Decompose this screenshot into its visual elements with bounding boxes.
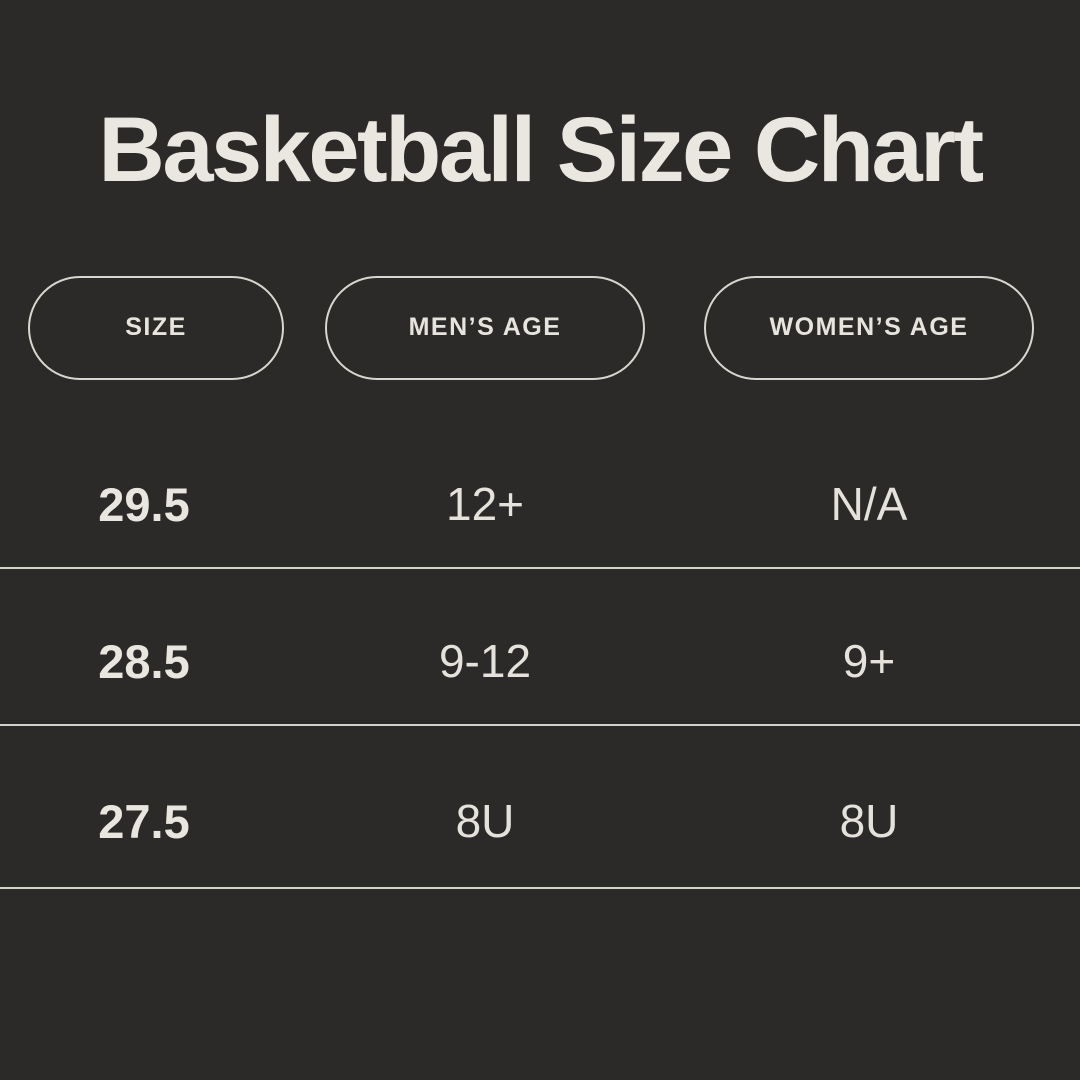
mens-age-value: 12+ [445, 478, 525, 531]
column-header-label-mens-age: MEN’S AGE [408, 313, 562, 342]
table-row: 27.5 8U 8U [0, 726, 1080, 889]
size-value: 29.5 [98, 477, 190, 531]
table-row: 29.5 12+ N/A [0, 412, 1080, 569]
mens-age-value: 8U [455, 795, 515, 848]
size-table: 29.5 12+ N/A 28.5 9-12 9+ 27.5 8U 8U [0, 412, 1080, 889]
size-value: 27.5 [98, 794, 190, 848]
column-header-cell-size: SIZE [0, 275, 312, 380]
column-header-pill-size: SIZE [28, 275, 284, 380]
column-header-cell-mens-age: MEN’S AGE [312, 275, 658, 380]
column-header-pill-womens-age: WOMEN’S AGE [704, 275, 1034, 380]
column-header-cell-womens-age: WOMEN’S AGE [658, 275, 1080, 380]
column-header-label-size: SIZE [125, 313, 187, 342]
table-row: 28.5 9-12 9+ [0, 569, 1080, 726]
column-header-label-womens-age: WOMEN’S AGE [769, 313, 969, 342]
column-header-row: SIZE MEN’S AGE WOMEN’S AGE [0, 275, 1080, 380]
womens-age-value: 8U [839, 795, 899, 848]
page-title: Basketball Size Chart [98, 99, 984, 201]
womens-age-value: N/A [830, 478, 908, 531]
column-header-pill-mens-age: MEN’S AGE [325, 275, 645, 380]
size-value: 28.5 [98, 634, 190, 688]
womens-age-value: 9+ [842, 635, 896, 688]
mens-age-value: 9-12 [438, 635, 532, 688]
